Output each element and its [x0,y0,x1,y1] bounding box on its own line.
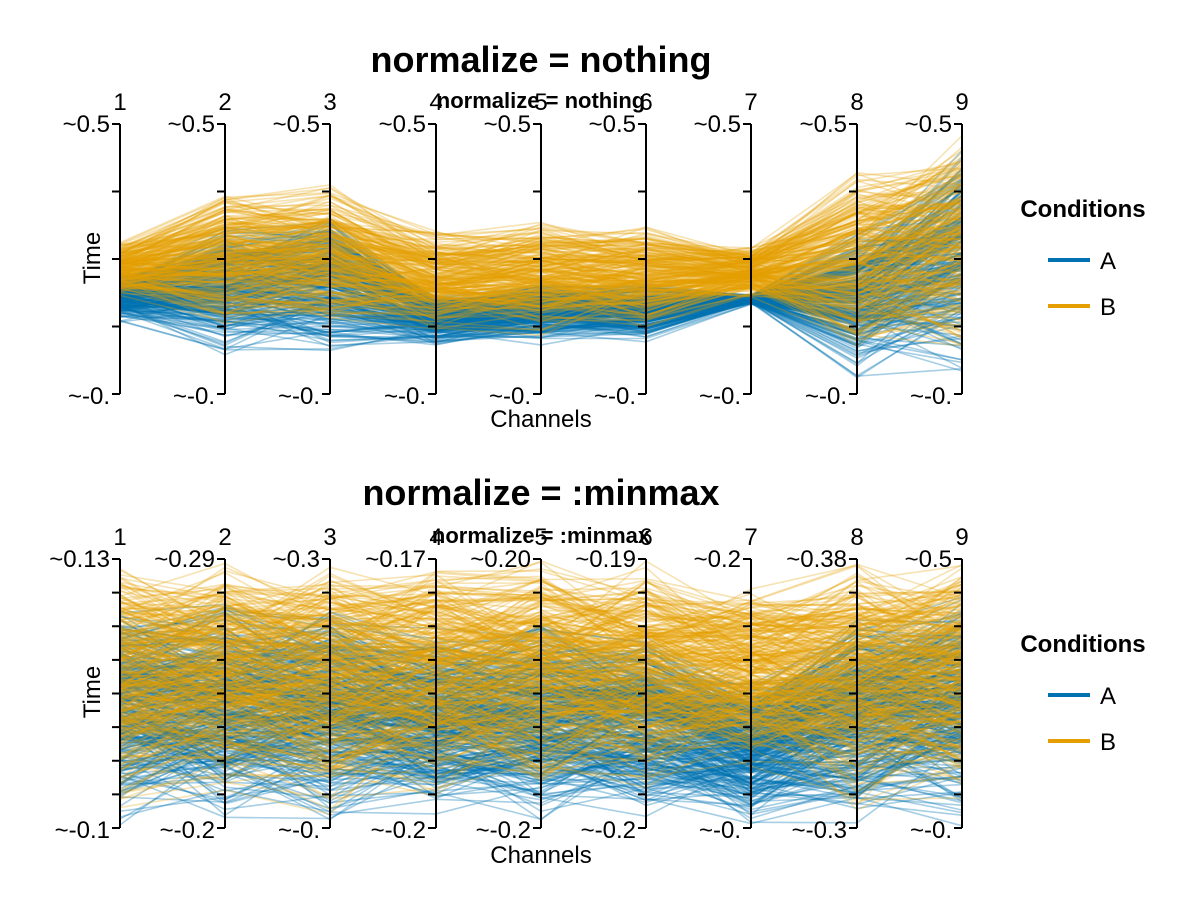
channel-axis-4: 4~0.5 ~-0. [379,89,443,410]
y-axis-label: Time [79,232,106,284]
axis-min-label: ~-0. [805,383,847,410]
axis-max-label: ~0.5 [379,111,426,138]
panel-normalize-minmax: normalize = :minmax normalize = :minmax … [49,472,1145,869]
channel-label: 1 [113,524,126,551]
channel-axis-9: 9~0.5 ~-0. [905,89,969,410]
chart-title: normalize = nothing [370,39,711,80]
axis-max-label: ~0.38 [786,546,847,573]
legend: Conditions A B [1020,196,1145,321]
channel-axis-8: 8~0.38 ~-0.3 [786,524,863,844]
axis-max-label: ~0.5 [168,111,215,138]
channel-label: 6 [639,89,652,116]
channel-axes: 1~0.13~-0.12~0.29~-0.23~0.3~-0.4~0.17~-0… [49,524,968,844]
channel-axis-5: 5~0.20 ~-0.2 [470,524,547,844]
axis-min-label: ~-0.1 [55,817,110,844]
channel-axis-9: 9~0.5 ~-0. [905,524,969,844]
axis-max-label: ~0.29 [154,546,215,573]
x-axis-label: Channels [490,406,591,433]
axis-max-label: ~0.5 [905,111,952,138]
channel-label: 2 [218,89,231,116]
channel-axis-8: 8~0.5 ~-0. [800,89,864,410]
channel-axis-3: 3~0.3 ~-0. [273,524,337,844]
channel-label: 9 [955,524,968,551]
channel-label: 8 [850,89,863,116]
axis-min-label: ~-0. [489,383,531,410]
axis-max-label: ~0.20 [470,546,531,573]
axis-min-label: ~-0. [278,817,320,844]
axis-min-label: ~-0. [173,383,215,410]
channel-label: 1 [113,89,126,116]
channel-label: 3 [323,524,336,551]
channel-label: 5 [534,524,547,551]
axis-min-label: ~-0. [910,817,952,844]
axis-min-label: ~-0.2 [371,817,426,844]
panel-normalize-nothing: normalize = nothing normalize = nothing … [63,39,1146,433]
legend: Conditions A B [1020,631,1145,756]
axis-min-label: ~-0.2 [160,817,215,844]
channel-axis-2: 2~0.29 ~-0.2 [154,524,231,844]
channel-label: 3 [323,89,336,116]
axis-min-label: ~-0. [594,383,636,410]
chart-subtitle: normalize = nothing [437,88,645,113]
legend-label-b: B [1100,294,1116,321]
axis-min-label: ~-0.3 [792,817,847,844]
channel-axis-1: 1~0.13 ~-0.1 [49,524,126,844]
axis-min-label: ~-0.2 [581,817,636,844]
legend-label-a: A [1100,248,1116,275]
axis-min-label: ~-0. [278,383,320,410]
channel-label: 9 [955,89,968,116]
axis-max-label: ~0.3 [273,546,320,573]
axis-min-label: ~-0. [68,383,110,410]
channel-label: 7 [744,524,757,551]
chart-subtitle: normalize = :minmax [432,523,651,548]
axis-max-label: ~0.5 [589,111,636,138]
y-axis-label: Time [79,666,106,718]
channel-axis-4: 4~0.17 ~-0.2 [365,524,442,844]
channel-axis-6: 6~0.5 ~-0. [589,89,653,410]
channel-label: 4 [429,524,442,551]
channel-label: 4 [429,89,442,116]
x-axis-label: Channels [490,842,591,869]
legend-title: Conditions [1020,196,1145,223]
channel-label: 7 [744,89,757,116]
chart-title: normalize = :minmax [362,472,719,513]
axis-max-label: ~0.2 [694,546,741,573]
channel-label: 5 [534,89,547,116]
channel-label: 2 [218,524,231,551]
axis-max-label: ~0.5 [273,111,320,138]
axis-max-label: ~0.13 [49,546,110,573]
axis-max-label: ~0.17 [365,546,426,573]
axis-min-label: ~-0. [384,383,426,410]
channel-axis-2: 2~0.5 ~-0. [168,89,232,410]
channel-label: 8 [850,524,863,551]
channel-label: 6 [639,524,652,551]
axis-min-label: ~-0. [699,817,741,844]
axis-max-label: ~0.5 [905,546,952,573]
channel-axis-7: 7~0.5 ~-0. [694,89,758,410]
channel-axis-3: 3~0.5 ~-0. [273,89,337,410]
legend-label-b: B [1100,729,1116,756]
axis-min-label: ~-0. [910,383,952,410]
axis-min-label: ~-0.2 [476,817,531,844]
legend-label-a: A [1100,683,1116,710]
channel-axis-7: 7~0.2 ~-0. [694,524,758,844]
channel-axes: 1~0.5~-0.2~0.5~-0.3~0.5~-0.4~0.5~-0.5~0.… [63,89,969,410]
axis-max-label: ~0.5 [484,111,531,138]
channel-axis-1: 1~0.5 ~-0. [63,89,127,410]
channel-axis-6: 6~0.19 ~-0.2 [575,524,652,844]
axis-max-label: ~0.5 [800,111,847,138]
axis-max-label: ~0.5 [694,111,741,138]
channel-axis-5: 5~0.5 ~-0. [484,89,548,410]
legend-title: Conditions [1020,631,1145,658]
axis-max-label: ~0.5 [63,111,110,138]
axis-min-label: ~-0. [699,383,741,410]
axis-max-label: ~0.19 [575,546,636,573]
